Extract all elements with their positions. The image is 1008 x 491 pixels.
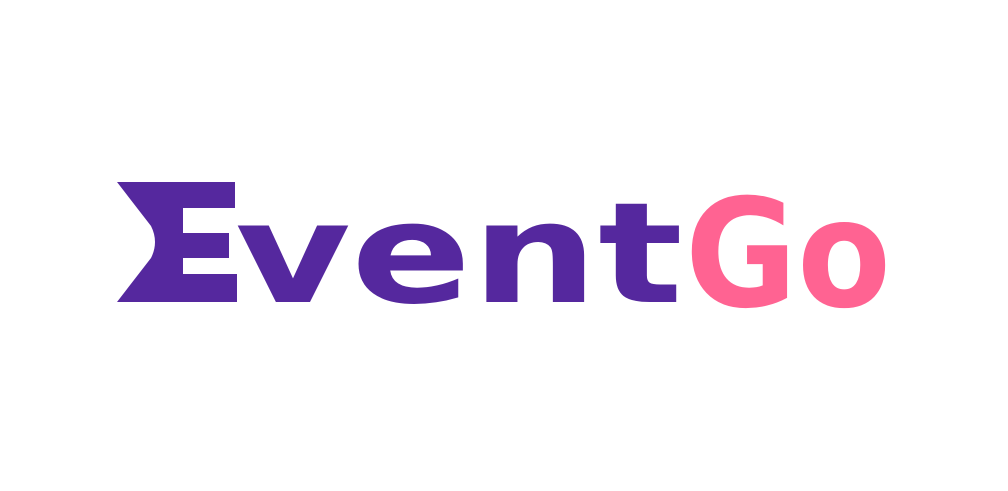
brand-logo-graphic: vent Go [117,182,891,312]
logo-word-accent: Go [685,182,891,312]
logo-word-primary: vent [235,182,683,312]
logo-e-shape [117,182,237,302]
brand-logo: vent Go [117,182,891,312]
